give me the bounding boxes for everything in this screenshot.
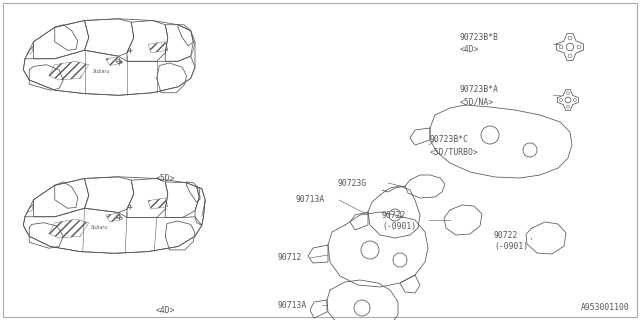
Text: 90723B*B: 90723B*B	[460, 34, 499, 43]
Text: 90713A: 90713A	[295, 196, 324, 204]
Text: <5D/TURBO>: <5D/TURBO>	[430, 148, 479, 156]
Text: (-0901): (-0901)	[382, 222, 416, 231]
Text: Subaru: Subaru	[91, 225, 109, 230]
Text: (-0901): (-0901)	[494, 243, 528, 252]
Text: <5D>: <5D>	[156, 174, 175, 183]
Text: <4D>: <4D>	[460, 45, 479, 54]
Text: A953001100: A953001100	[581, 303, 630, 312]
Text: Subaru: Subaru	[93, 69, 110, 74]
Text: 90722: 90722	[494, 230, 518, 239]
Text: 90723G: 90723G	[338, 179, 367, 188]
Text: <4D>: <4D>	[156, 306, 175, 315]
Text: <5D/NA>: <5D/NA>	[460, 98, 494, 107]
Text: 90723B*A: 90723B*A	[460, 85, 499, 94]
Text: 90712: 90712	[278, 253, 302, 262]
Text: 90723B*C: 90723B*C	[430, 135, 469, 145]
Text: 90713A: 90713A	[278, 300, 307, 309]
Text: 90722: 90722	[382, 211, 406, 220]
